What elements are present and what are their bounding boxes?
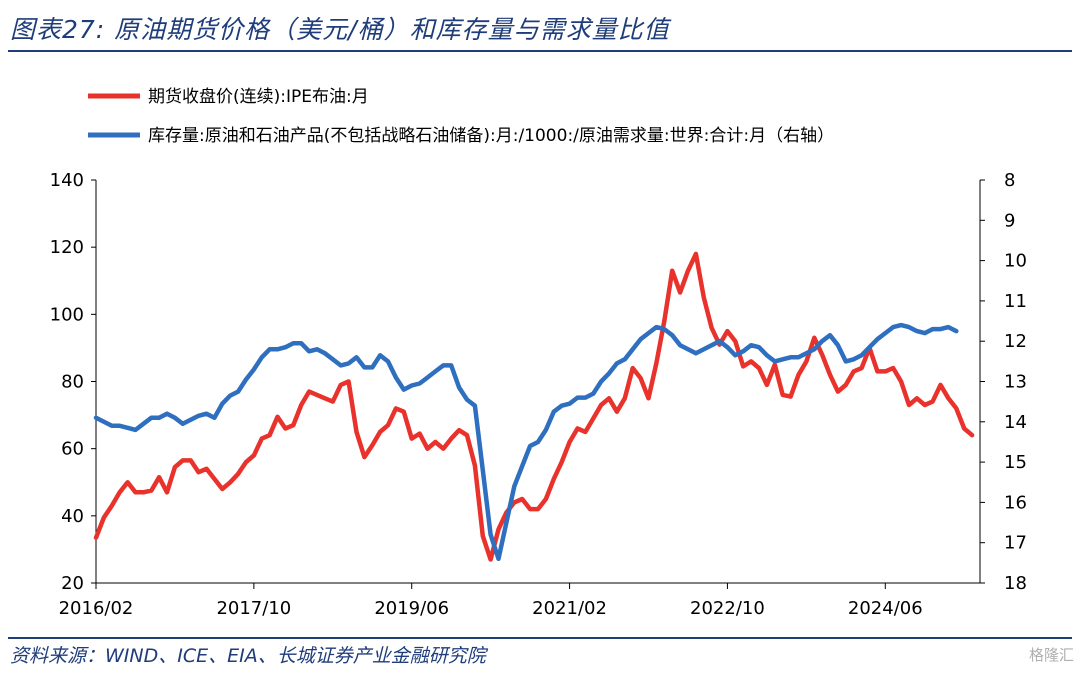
source-note: 资料来源：WIND、ICE、EIA、长城证券产业金融研究院 xyxy=(10,645,486,667)
left-tick-label: 120 xyxy=(50,237,84,258)
right-tick-label: 14 xyxy=(1004,412,1027,433)
left-tick-label: 20 xyxy=(61,573,84,594)
plot-area xyxy=(93,251,975,562)
watermark: 格隆汇 xyxy=(1028,646,1074,664)
x-tick-label: 2017/10 xyxy=(216,598,291,619)
right-tick-label: 16 xyxy=(1004,492,1027,513)
legend-label-price: 期货收盘价(连续):IPE布油:月 xyxy=(148,87,369,107)
legend: 期货收盘价(连续):IPE布油:月 库存量:原油和石油产品(不包括战略石油储备)… xyxy=(88,87,834,146)
right-tick-label: 15 xyxy=(1004,452,1027,473)
right-tick-label: 11 xyxy=(1004,291,1027,312)
axes: 140 120 100 80 60 40 20 8 9 10 11 12 13 14 15 16 17 18 201… xyxy=(50,170,1027,619)
right-tick-label: 13 xyxy=(1004,372,1027,393)
right-tick-label: 18 xyxy=(1004,573,1027,594)
x-tick-label: 2022/10 xyxy=(690,598,765,619)
title-underline xyxy=(8,50,1072,52)
series-line-price xyxy=(93,251,975,562)
left-tick-label: 60 xyxy=(61,439,84,460)
x-tick-label: 2021/02 xyxy=(532,598,607,619)
left-tick-label: 40 xyxy=(61,506,84,527)
series-line-inventory-ratio xyxy=(93,322,959,562)
footer-rule xyxy=(8,637,1072,639)
right-tick-label: 9 xyxy=(1004,210,1015,231)
left-tick-label: 80 xyxy=(61,372,84,393)
chart-title: 图表27: 原油期货价格（美元/桶）和库存量与需求量比值 xyxy=(10,15,670,44)
right-tick-label: 12 xyxy=(1004,331,1027,352)
right-tick-label: 10 xyxy=(1004,251,1027,272)
x-tick-label: 2016/02 xyxy=(59,598,134,619)
x-tick-label: 2019/06 xyxy=(374,598,449,619)
legend-label-inventory: 库存量:原油和石油产品(不包括战略石油储备):月:/1000:/原油需求量:世界… xyxy=(148,126,834,146)
right-tick-label: 8 xyxy=(1004,170,1015,191)
x-tick-label: 2024/06 xyxy=(848,598,923,619)
right-tick-label: 17 xyxy=(1004,533,1027,554)
left-tick-label: 140 xyxy=(50,170,84,191)
left-tick-label: 100 xyxy=(50,304,84,325)
